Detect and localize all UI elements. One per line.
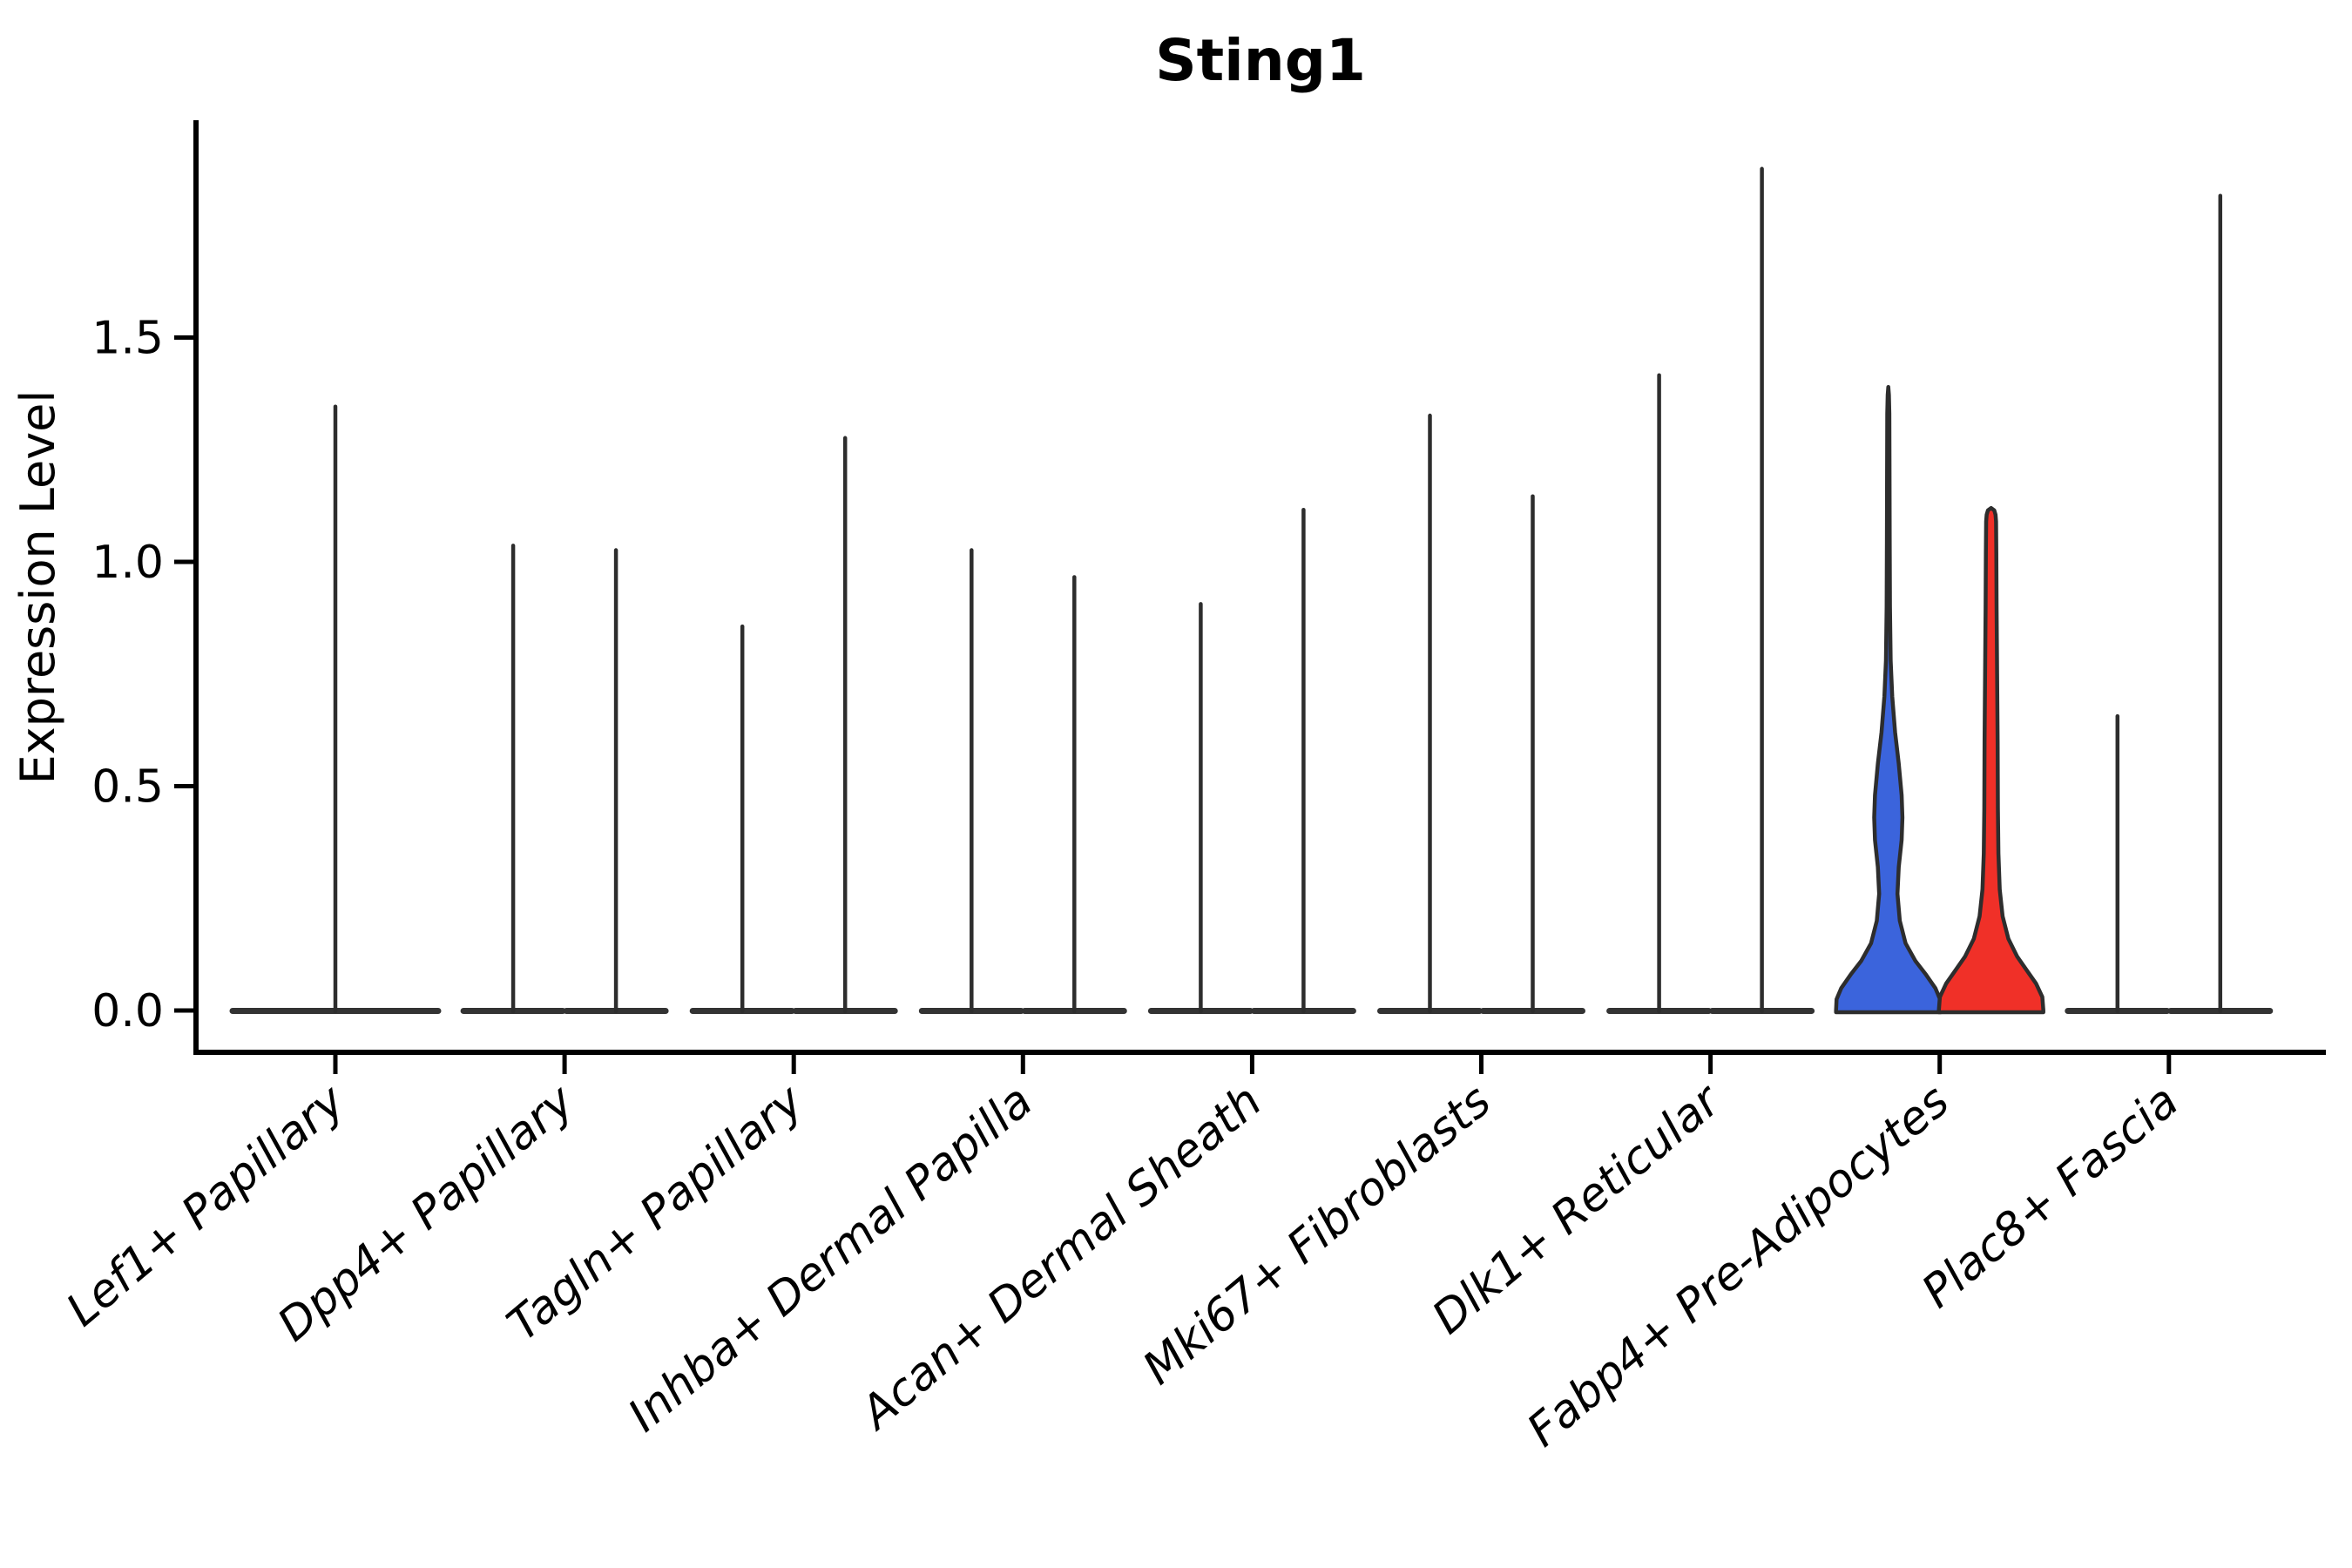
y-tick-label: 1.0 <box>91 537 164 589</box>
chart-title: Sting1 <box>1155 27 1366 94</box>
y-tick-label: 0.0 <box>91 985 164 1037</box>
violin-shape <box>1936 505 2045 1015</box>
y-tick-label: 0.5 <box>91 761 164 814</box>
x-tick-label: Acan+ Dermal Sheath <box>849 1075 1272 1441</box>
x-tick-label: Fabp4+ Pre-Adipocytes <box>1517 1075 1959 1457</box>
violins-layer <box>229 166 2274 1015</box>
violin-shape <box>1834 384 1943 1015</box>
axes-layer <box>174 120 2326 1074</box>
x-tick-label: Inhba+ Dermal Papilla <box>618 1075 1042 1443</box>
y-tick-label: 1.5 <box>91 313 164 365</box>
y-axis-label: Expression Level <box>10 390 65 785</box>
